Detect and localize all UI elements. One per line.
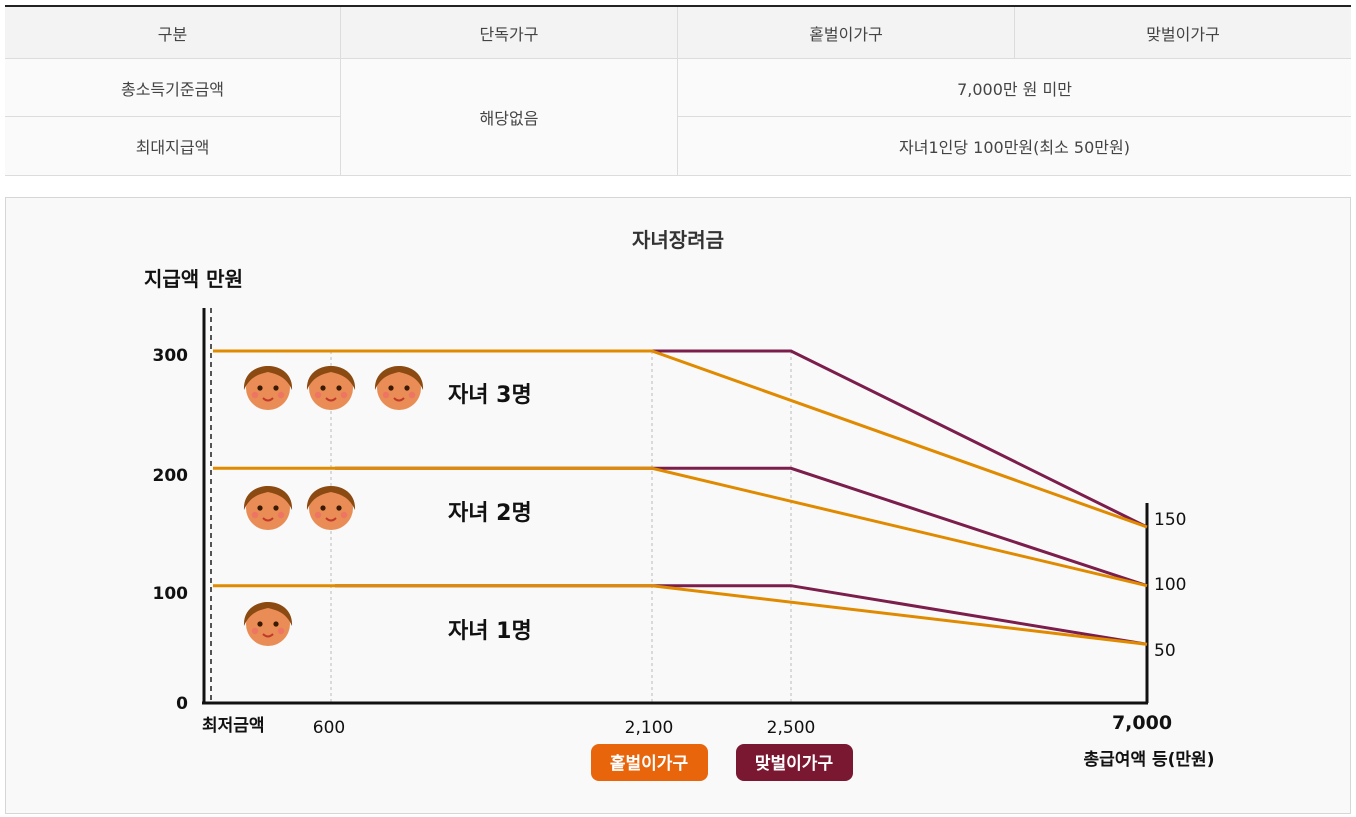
group-label-2: 자녀 2명 <box>448 501 532 526</box>
single-earner-line-3-children <box>213 349 1148 529</box>
kids-1-icons <box>242 601 294 647</box>
y-axis-label: 지급액 만원 <box>144 267 243 291</box>
x-tick-2100: 2,100 <box>625 718 674 738</box>
dual-earner-line-2-children <box>335 466 1148 588</box>
row-max-label: 최대지급액 <box>5 116 341 176</box>
legend-dual-earner: 맞벌이가구 <box>736 744 853 781</box>
row-income-label: 총소득기준금액 <box>5 58 341 117</box>
header-dual-earner: 맞벌이가구 <box>1014 6 1351 59</box>
single-household-value: 해당없음 <box>340 58 678 176</box>
series-lines <box>213 349 1148 646</box>
kid-icon <box>305 485 357 531</box>
kid-icon <box>373 365 425 411</box>
header-single: 단독가구 <box>340 6 678 59</box>
x-tick-7000: 7,000 <box>1112 712 1172 734</box>
max-amount-value: 자녀1인당 100만원(최소 50만원) <box>677 116 1351 176</box>
child-incentive-chart: 지급액 만원 300 200 100 0 150 100 50 최저금액 600… <box>144 267 1215 781</box>
income-threshold-value: 7,000만 원 미만 <box>677 58 1351 117</box>
chart-title: 자녀장려금 <box>632 228 724 252</box>
single-earner-line-1-children <box>213 584 1148 646</box>
x-tick-600: 600 <box>313 718 345 738</box>
single-earner-line-2-children <box>213 466 1148 588</box>
kid-icon <box>305 365 357 411</box>
kids-3-icons <box>242 365 425 411</box>
y-tick-200: 200 <box>153 466 189 486</box>
header-category: 구분 <box>5 6 341 59</box>
benefit-table: 구분 단독가구 홑벌이가구 맞벌이가구 총소득기준금액 해당없음 7,000만 … <box>5 5 1351 176</box>
legend-dual-label: 맞벌이가구 <box>755 754 834 774</box>
group-label-1: 자녀 1명 <box>448 619 532 644</box>
y-tick-300: 300 <box>153 346 189 366</box>
kids-2-icons <box>242 485 357 531</box>
y-tick-100: 100 <box>153 584 189 604</box>
right-tick-50: 50 <box>1154 641 1176 661</box>
x-tick-min: 최저금액 <box>202 716 265 736</box>
legend-single-earner: 홑벌이가구 <box>591 744 708 781</box>
x-axis-label: 총급여액 등(만원) <box>1084 750 1215 770</box>
kid-icon <box>242 601 294 647</box>
group-label-3: 자녀 3명 <box>448 383 532 408</box>
legend-single-label: 홑벌이가구 <box>610 753 689 774</box>
x-tick-2500: 2,500 <box>767 718 816 738</box>
kid-icon <box>242 485 294 531</box>
chart-panel: 자녀장려금 지급액 만원 300 200 100 <box>5 197 1351 814</box>
kid-icon <box>242 365 294 411</box>
right-tick-150: 150 <box>1154 510 1186 530</box>
y-tick-0: 0 <box>176 694 188 714</box>
header-single-earner: 홑벌이가구 <box>677 6 1015 59</box>
right-tick-100: 100 <box>1154 575 1186 595</box>
